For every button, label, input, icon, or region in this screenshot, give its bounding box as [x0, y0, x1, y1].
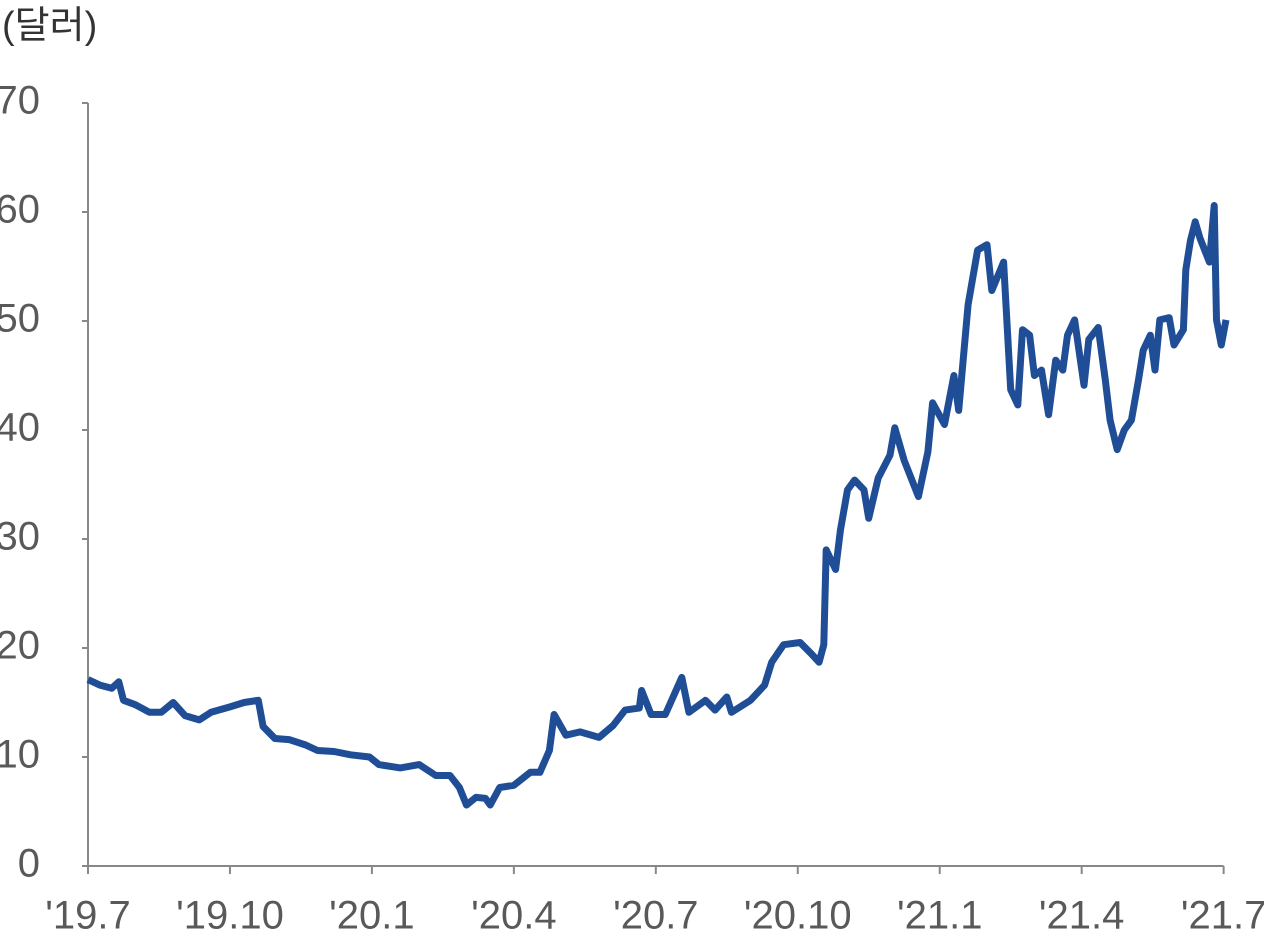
- y-axis-label: (달러): [2, 5, 97, 47]
- y-tick-label: 50: [0, 297, 40, 341]
- y-tick-label: 60: [0, 188, 40, 232]
- y-tick-label: 10: [0, 733, 40, 777]
- x-tick-label: '19.7: [45, 894, 131, 938]
- y-tick-label: 20: [0, 624, 40, 668]
- y-tick-label: 0: [18, 842, 40, 886]
- x-tick-label: '19.10: [176, 894, 284, 938]
- x-tick-label: '21.4: [1039, 894, 1125, 938]
- data-line: [86, 202, 1230, 809]
- y-tick-label: 30: [0, 515, 40, 559]
- x-tick-label: '20.7: [613, 894, 699, 938]
- x-tick-label: '20.1: [329, 894, 415, 938]
- y-tick-label: 70: [0, 79, 40, 123]
- x-tick-label: '20.10: [744, 894, 852, 938]
- x-tick-label: '20.4: [471, 894, 557, 938]
- x-tick-label: '21.1: [897, 894, 983, 938]
- y-tick-label: 40: [0, 406, 40, 450]
- x-tick-label: '21.7: [1181, 894, 1264, 938]
